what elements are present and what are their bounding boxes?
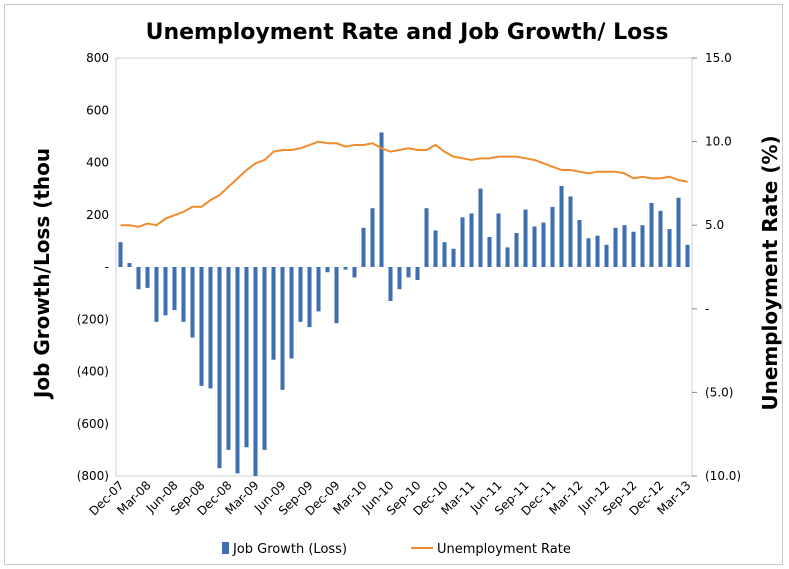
bar-job-growth <box>262 267 267 450</box>
bar-job-growth <box>496 213 501 267</box>
y-axis-left-tick-label: (800) <box>77 469 109 483</box>
bar-job-growth <box>145 267 150 288</box>
plot-area <box>115 57 693 477</box>
bar-job-growth <box>172 267 177 311</box>
bar-job-growth <box>685 244 690 267</box>
legend-bar-swatch <box>222 542 229 554</box>
bar-job-growth <box>595 235 600 267</box>
x-axis-ticks: Dec-07Mar-08Jun-08Sep-08Dec-08Mar-09Jun-… <box>86 478 693 518</box>
bar-job-growth <box>586 238 591 267</box>
bar-job-growth <box>541 222 546 267</box>
bar-job-growth <box>469 213 474 267</box>
bar-job-growth <box>370 208 375 267</box>
bar-job-growth <box>487 236 492 267</box>
bar-job-growth <box>190 267 195 338</box>
bar-job-growth <box>424 208 429 267</box>
bar-job-growth <box>568 196 573 267</box>
y-axis-right-ticks: 15.0 10.0 5.0 - (5.0) (10.0) <box>692 51 741 483</box>
bar-job-growth <box>604 244 609 267</box>
bar-job-growth <box>478 188 483 268</box>
bar-job-growth <box>208 267 213 389</box>
bar-job-growth <box>136 267 141 290</box>
bar-job-growth <box>154 267 159 322</box>
bar-job-growth <box>334 267 339 324</box>
y-axis-right-tick-label: 15.0 <box>705 51 732 65</box>
bar-job-growth <box>550 206 555 267</box>
bar-job-growth <box>298 267 303 322</box>
y-axis-right-tick-label: (10.0) <box>705 469 741 483</box>
bar-job-growth <box>406 267 411 278</box>
y-axis-right-tick-label: (5.0) <box>705 385 733 399</box>
bar-job-growth <box>388 267 393 301</box>
bar-job-growth <box>640 225 645 267</box>
bar-job-growth <box>460 217 465 267</box>
bar-job-growth <box>361 227 366 267</box>
bar-job-growth <box>199 267 204 386</box>
bar-job-growth <box>325 267 330 273</box>
bar-job-growth <box>649 202 654 267</box>
y-axis-left-tick-label: 600 <box>86 103 109 117</box>
bar-job-growth <box>415 267 420 281</box>
y-axis-right-tick-label: - <box>705 302 709 316</box>
bar-job-growth <box>613 227 618 267</box>
bar-job-growth <box>379 132 384 267</box>
bar-job-growth <box>622 225 627 267</box>
chart: Unemployment Rate and Job Growth/ Loss J… <box>30 20 782 557</box>
bar-job-growth <box>397 267 402 290</box>
bar-job-growth <box>253 267 258 476</box>
bar-job-growth <box>316 267 321 312</box>
bar-job-growth <box>352 267 357 278</box>
bar-job-growth <box>181 267 186 322</box>
bar-job-growth <box>433 230 438 267</box>
bar-job-growth <box>244 267 249 448</box>
bar-job-growth <box>658 210 663 267</box>
bar-job-growth <box>523 209 528 267</box>
y-axis-right-title: Unemployment Rate (%) <box>758 135 782 410</box>
y-axis-left-tick-label: 200 <box>86 208 109 222</box>
bar-job-growth <box>559 186 564 267</box>
bar-job-growth <box>289 267 294 359</box>
bar-job-growth <box>676 197 681 267</box>
y-axis-right-tick-label: 5.0 <box>705 218 724 232</box>
y-axis-left-tick-label: - <box>105 260 109 274</box>
unemployment-rate-line <box>120 140 688 228</box>
bar-job-growth <box>514 233 519 267</box>
legend-job-growth-label: Job Growth (Loss) <box>232 542 347 557</box>
y-axis-left-tick-label: (200) <box>77 312 109 326</box>
bar-job-growth <box>442 242 447 267</box>
chart-title: Unemployment Rate and Job Growth/ Loss <box>146 20 669 45</box>
y-axis-left-title: Job Growth/Loss (thou <box>30 148 54 400</box>
y-axis-left-tick-label: (600) <box>77 417 109 431</box>
bar-job-growth <box>343 267 348 270</box>
y-axis-left-tick-label: 800 <box>86 51 109 65</box>
bar-job-growth <box>226 267 231 450</box>
bar-job-growth <box>235 267 240 474</box>
bar-job-growth <box>217 267 222 469</box>
bar-job-growth <box>667 229 672 267</box>
bar-job-growth <box>307 267 312 328</box>
chart-frame: Unemployment Rate and Job Growth/ Loss J… <box>4 4 783 565</box>
bar-job-growth <box>118 242 123 267</box>
bar-job-growth <box>451 248 456 267</box>
bar-job-growth <box>577 219 582 267</box>
bar-job-growth <box>271 267 276 360</box>
y-axis-right-tick-label: 10.0 <box>705 135 732 149</box>
bar-job-growth <box>163 267 168 316</box>
y-axis-left-ticks: 800 600 400 200 - (200) (400) (600) (800) <box>77 51 109 483</box>
bar-job-growth <box>631 231 636 267</box>
legend: Job Growth (Loss) Unemployment Rate <box>222 542 571 557</box>
bar-job-growth <box>505 247 510 267</box>
bar-job-growth <box>127 263 132 267</box>
bar-job-growth <box>280 267 285 390</box>
bar-job-growth <box>532 226 537 267</box>
bar-series <box>118 132 690 476</box>
y-axis-left-tick-label: (400) <box>77 365 109 379</box>
legend-unemployment-rate-label: Unemployment Rate <box>437 542 571 557</box>
y-axis-left-tick-label: 400 <box>86 156 109 170</box>
